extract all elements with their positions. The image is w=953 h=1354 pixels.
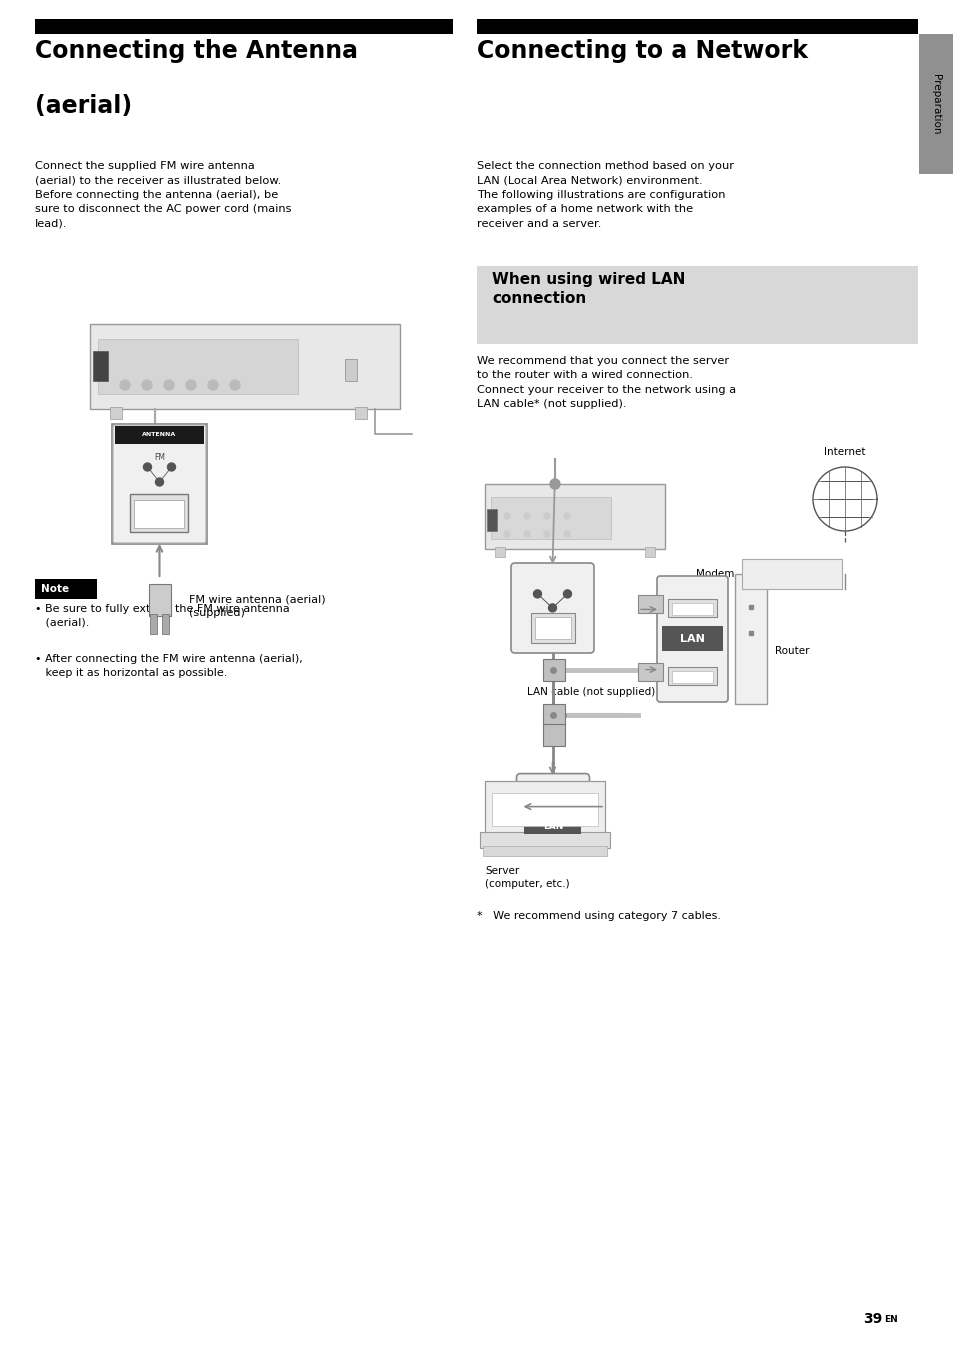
Text: ANTENNA: ANTENNA <box>142 432 176 437</box>
Bar <box>133 500 184 528</box>
Bar <box>741 559 841 589</box>
Bar <box>98 338 297 394</box>
Circle shape <box>523 513 530 519</box>
FancyBboxPatch shape <box>511 563 594 653</box>
Bar <box>644 547 655 556</box>
Bar <box>150 613 157 634</box>
Bar <box>734 574 766 704</box>
FancyBboxPatch shape <box>657 575 727 701</box>
Bar <box>112 424 207 544</box>
Text: • Be sure to fully extend the FM wire antenna
   (aerial).: • Be sure to fully extend the FM wire an… <box>35 604 290 628</box>
Text: Preparation: Preparation <box>930 73 941 134</box>
Text: We recommend that you connect the server
to the router with a wired connection.
: We recommend that you connect the server… <box>476 356 736 409</box>
Circle shape <box>548 604 556 612</box>
Circle shape <box>143 463 152 471</box>
Bar <box>35 19 453 34</box>
Text: EN: EN <box>883 1315 897 1324</box>
Bar <box>479 831 609 848</box>
Bar <box>345 359 356 380</box>
Bar <box>661 627 722 651</box>
Bar <box>90 324 399 409</box>
Bar <box>542 704 564 726</box>
Circle shape <box>523 531 530 538</box>
Bar <box>115 427 204 444</box>
Text: Modem: Modem <box>695 569 733 580</box>
Bar <box>491 497 610 539</box>
Circle shape <box>186 380 195 390</box>
Text: *   We recommend using category 7 cables.: * We recommend using category 7 cables. <box>476 911 720 921</box>
Bar <box>495 547 504 556</box>
Text: Server
(computer, etc.): Server (computer, etc.) <box>484 865 569 888</box>
Text: LAN: LAN <box>679 634 704 645</box>
Text: Connecting the Antenna: Connecting the Antenna <box>35 39 357 64</box>
Bar <box>530 613 574 643</box>
Circle shape <box>563 590 571 598</box>
Bar <box>149 584 171 616</box>
Text: Connect the supplied FM wire antenna
(aerial) to the receiver as illustrated bel: Connect the supplied FM wire antenna (ae… <box>35 161 292 229</box>
FancyBboxPatch shape <box>516 773 589 839</box>
Bar <box>476 265 917 344</box>
Bar <box>35 580 97 598</box>
Bar <box>534 617 570 639</box>
Text: LAN: LAN <box>542 822 562 830</box>
Bar <box>130 494 188 532</box>
Text: • After connecting the FM wire antenna (aerial),
   keep it as horizontal as pos: • After connecting the FM wire antenna (… <box>35 654 302 677</box>
Bar <box>671 604 712 616</box>
Text: Note: Note <box>41 584 69 594</box>
Circle shape <box>503 513 510 519</box>
Circle shape <box>563 513 569 519</box>
Circle shape <box>230 380 240 390</box>
Bar <box>492 792 598 826</box>
Bar <box>482 846 606 856</box>
Text: (aerial): (aerial) <box>35 93 132 118</box>
Circle shape <box>208 380 218 390</box>
Circle shape <box>168 463 175 471</box>
Text: Router: Router <box>774 646 809 655</box>
Circle shape <box>533 590 541 598</box>
Text: Internet: Internet <box>823 447 864 458</box>
Bar <box>355 408 367 418</box>
Bar <box>542 723 564 746</box>
Bar <box>161 613 169 634</box>
Circle shape <box>503 531 510 538</box>
Circle shape <box>155 478 163 486</box>
Circle shape <box>164 380 173 390</box>
Bar <box>110 408 122 418</box>
Bar <box>638 662 662 681</box>
Bar <box>484 781 604 834</box>
Bar <box>476 19 917 34</box>
Text: FM: FM <box>153 452 165 462</box>
Circle shape <box>543 513 550 519</box>
Text: Connecting to a Network: Connecting to a Network <box>476 39 807 64</box>
Bar <box>638 596 662 613</box>
Text: When using wired LAN
connection: When using wired LAN connection <box>492 272 684 306</box>
Text: FM wire antenna (aerial)
(supplied): FM wire antenna (aerial) (supplied) <box>189 594 325 617</box>
Bar <box>544 724 562 734</box>
Bar <box>484 483 664 548</box>
Bar <box>667 600 717 617</box>
Bar <box>667 666 717 685</box>
Text: 39: 39 <box>862 1312 882 1326</box>
Circle shape <box>543 531 550 538</box>
Text: Select the connection method based on your
LAN (Local Area Network) environment.: Select the connection method based on yo… <box>476 161 733 229</box>
Circle shape <box>142 380 152 390</box>
Bar <box>918 34 953 175</box>
Bar <box>486 509 497 531</box>
Bar <box>524 819 581 834</box>
Bar <box>92 351 108 380</box>
Bar <box>542 658 564 681</box>
Circle shape <box>120 380 130 390</box>
Text: LAN cable (not supplied): LAN cable (not supplied) <box>526 686 655 697</box>
Circle shape <box>563 531 569 538</box>
Bar <box>671 670 712 682</box>
Circle shape <box>550 479 559 489</box>
